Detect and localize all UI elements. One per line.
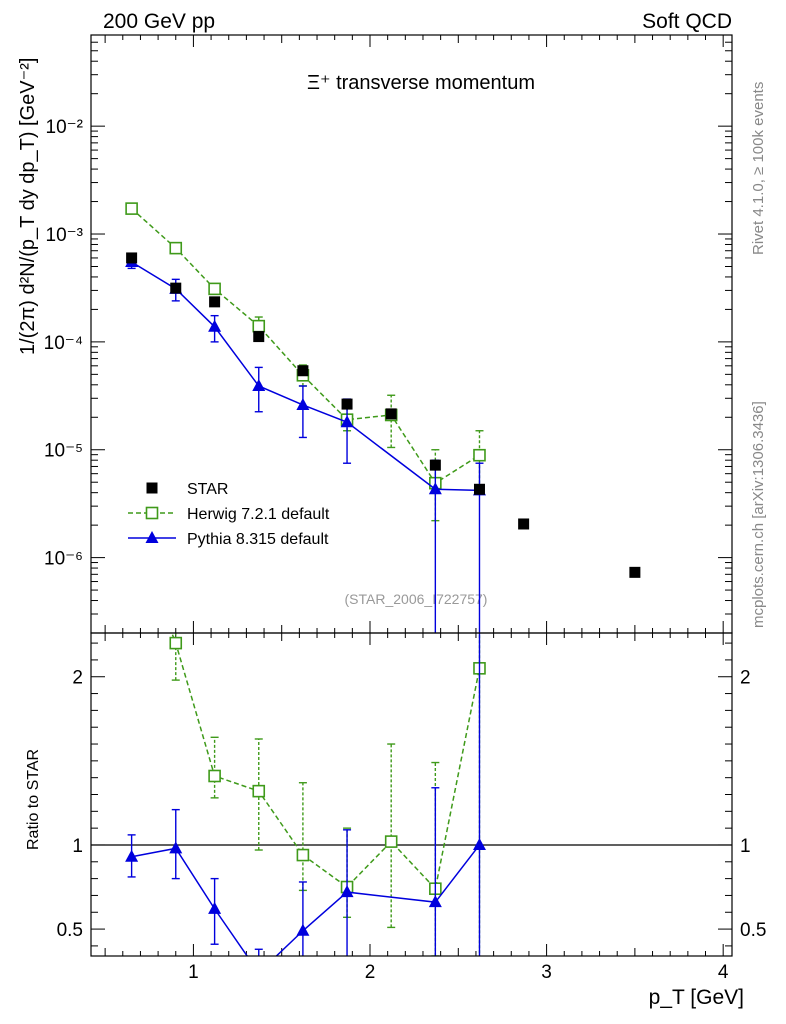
legend-marker (146, 482, 158, 494)
ratio-point (169, 841, 183, 854)
x-tick-label: 3 (541, 962, 552, 983)
header-right: Soft QCD (642, 10, 732, 33)
legend-marker (145, 531, 159, 543)
main-series-line (131, 208, 480, 485)
main-point (429, 459, 441, 471)
main-point (208, 319, 222, 332)
main-point (341, 398, 353, 410)
ratio-series-line (171, 633, 481, 891)
ratio-point (296, 848, 310, 862)
ratio-y-tick-label: 0.5 (57, 920, 83, 941)
main-point (297, 365, 309, 377)
ratio-y-tick-label: 2 (72, 668, 83, 689)
main-y-tick-label: 10⁻² (46, 117, 84, 138)
legend-label: STAR (187, 481, 228, 498)
ratio-point (208, 769, 221, 783)
main-point (208, 282, 221, 296)
legend-label: Herwig 7.2.1 default (187, 506, 330, 523)
main-point (340, 415, 354, 428)
ratio-point (126, 525, 137, 536)
y-axis-label-main-text: 1/(2π) d²N/(p_T dy dp_T) [GeV⁻²] (17, 58, 39, 355)
main-point (252, 319, 266, 333)
ratio-point (252, 966, 265, 978)
ratio-point (428, 895, 442, 908)
ratio-series-line (131, 844, 481, 956)
main-y-tick-label: 10⁻⁴ (44, 333, 83, 354)
x-tick-label: 2 (365, 962, 376, 983)
x-axis-label: p_T [GeV] (649, 986, 744, 1009)
main-series-line (131, 261, 480, 492)
main-axes: 10⁻⁶ 10⁻⁵ 10⁻⁴ 10⁻³ 10⁻² (44, 34, 732, 634)
header-left: 200 GeV pp (103, 10, 215, 33)
main-point (296, 397, 310, 410)
watermark: (STAR_2006_I722757) (345, 591, 488, 607)
x-tick-label: 4 (718, 962, 729, 983)
ratio-data (125, 525, 486, 978)
main-data (125, 202, 641, 633)
ratio-y-tick-label-right: 1 (740, 836, 751, 857)
main-point (170, 282, 182, 294)
legend-label: Pythia 8.315 default (187, 531, 329, 548)
main-point (518, 518, 530, 530)
y-axis-label-main: 1/(2π) d²N/(p_T dy dp_T) [GeV⁻²] (17, 58, 39, 355)
main-point (209, 296, 221, 308)
ratio-y-tick-label: 1 (72, 836, 83, 857)
ratio-y-tick-label-right: 2 (740, 668, 751, 689)
legend-marker (145, 506, 159, 520)
y-axis-label-ratio: Ratio to STAR (25, 749, 42, 850)
main-point (252, 378, 266, 391)
main-point (473, 483, 485, 495)
ratio-point (208, 901, 222, 914)
main-y-tick-label: 10⁻⁶ (44, 549, 83, 570)
main-point (629, 566, 641, 578)
ratio-point (472, 837, 486, 850)
main-point (428, 482, 442, 495)
main-y-tick-label: 10⁻³ (46, 225, 84, 246)
main-point (473, 448, 486, 462)
ratio-point (340, 885, 354, 898)
main-point (169, 241, 183, 255)
ratio-point (384, 835, 398, 848)
main-point (125, 202, 138, 215)
rivet-label: Rivet 4.1.0, ≥ 100k events (750, 82, 767, 255)
main-point (385, 408, 397, 420)
x-tick-label: 1 (188, 962, 199, 983)
legend: STAR Herwig 7.2.1 default Pythia 8.315 def… (128, 481, 330, 548)
main-point (253, 331, 265, 343)
ratio-y-tick-label-right: 0.5 (740, 920, 766, 941)
ratio-point (125, 849, 139, 862)
mcplots-label: mcplots.cern.ch [arXiv:1306.3436] (750, 401, 767, 628)
ratio-point (296, 923, 310, 936)
plot-title: Ξ⁺ transverse momentum (307, 72, 535, 94)
ratio-axes: 1 2 3 4 0.5 0.5 1 1 2 2 (57, 633, 766, 983)
ratio-frame (90, 632, 733, 957)
main-y-tick-label: 10⁻⁵ (44, 441, 83, 462)
ratio-point (252, 784, 266, 798)
main-point (126, 252, 138, 264)
ratio-point (169, 636, 183, 650)
